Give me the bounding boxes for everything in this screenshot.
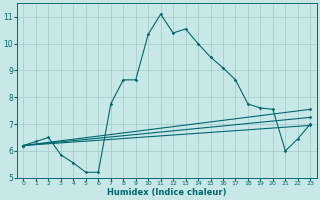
X-axis label: Humidex (Indice chaleur): Humidex (Indice chaleur) (107, 188, 227, 197)
